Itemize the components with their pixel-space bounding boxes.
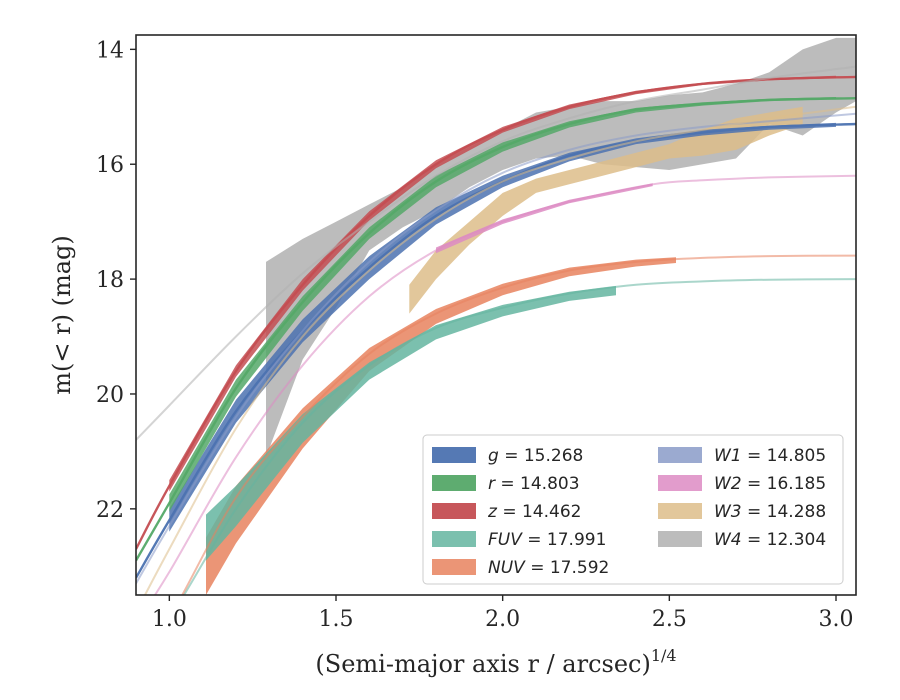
x-tick-label: 2.5 <box>652 607 687 632</box>
fit-line-w2 <box>153 174 856 595</box>
band-w2 <box>436 183 653 254</box>
fit-line-w1 <box>136 112 856 585</box>
legend-swatch-z <box>432 503 476 519</box>
fit-line-strong-z <box>136 75 856 550</box>
fit-line-w4 <box>136 65 856 441</box>
fit-line-nuv <box>181 254 856 595</box>
y-axis-ticks: 14 16 18 20 22 <box>96 38 136 523</box>
legend-label-r: r = 14.803 <box>488 474 580 494</box>
y-tick-label: 20 <box>96 383 124 408</box>
legend-label-w2: W2 = 16.185 <box>714 474 826 494</box>
y-tick-label: 22 <box>96 498 124 523</box>
legend-swatch-w3 <box>658 503 702 519</box>
legend-swatch-fuv <box>432 531 476 547</box>
y-tick-label: 16 <box>96 153 124 178</box>
x-axis-label: (Semi-major axis r / arcsec)1/4 <box>315 646 676 678</box>
legend-swatch-g <box>432 447 476 463</box>
legend: g = 15.268 r = 14.803 z = 14.462 FUV = 17.9… <box>422 434 844 585</box>
legend-label-w4: W4 = 12.304 <box>714 530 826 550</box>
legend-swatch-nuv <box>432 559 476 575</box>
legend-frame <box>422 434 844 585</box>
fit-line-strong-g <box>136 122 856 579</box>
plot-frame <box>135 34 857 596</box>
y-tick-label: 14 <box>96 38 124 63</box>
fit-line-fuv <box>182 278 856 595</box>
legend-swatch-r <box>432 475 476 491</box>
legend-label-w3: W3 = 14.288 <box>714 502 826 522</box>
legend-label-nuv: NUV = 17.592 <box>488 558 609 578</box>
band-r <box>169 97 837 512</box>
legend-label-z: z = 14.462 <box>487 502 581 522</box>
x-tick-label: 3.0 <box>819 607 854 632</box>
x-tick-label: 1.5 <box>319 607 354 632</box>
legend-swatch-w1 <box>658 447 702 463</box>
legend-label-g: g = 15.268 <box>488 446 583 466</box>
fit-line-strong-r <box>136 97 856 562</box>
legend-label-fuv: FUV = 17.991 <box>488 530 606 550</box>
model-fit-lines <box>136 65 856 595</box>
x-tick-label: 2.0 <box>485 607 520 632</box>
band-g <box>169 122 837 532</box>
fit-line-w3 <box>143 105 856 595</box>
x-axis-ticks: 1.0 1.5 2.0 2.5 3.0 <box>152 595 854 632</box>
legend-label-w1: W1 = 14.805 <box>714 446 826 466</box>
x-tick-label: 1.0 <box>152 607 187 632</box>
legend-swatch-w4 <box>658 531 702 547</box>
legend-swatch-w2 <box>658 475 702 491</box>
y-axis-label: m(< r) (mag) <box>48 235 76 394</box>
y-tick-label: 18 <box>96 268 124 293</box>
